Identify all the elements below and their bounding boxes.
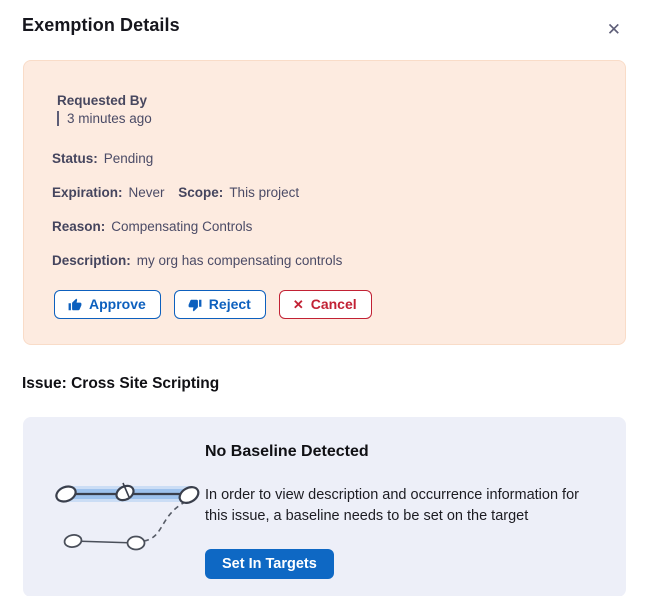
requested-by-label: Requested By [57, 93, 148, 108]
exemption-fields: Status: Pending Expiration: Never Scope: Th… [52, 150, 597, 269]
description-label: Description: [52, 253, 131, 268]
exemption-actions: Approve Reject ✕ Cancel [54, 290, 597, 319]
reason-value: Compensating Controls [111, 219, 253, 234]
description-row: Description: my org has compensating cont… [52, 252, 597, 269]
status-label: Status: [52, 151, 98, 166]
approve-button[interactable]: Approve [54, 290, 161, 319]
expiration-value: Never [128, 185, 165, 200]
requested-by-block: Requested By 3 minutes ago [57, 93, 597, 126]
reject-button[interactable]: Reject [173, 290, 266, 319]
status-value: Pending [103, 151, 154, 166]
requested-time: 3 minutes ago [57, 111, 152, 126]
exemption-details-panel: Requested By 3 minutes ago Status: Pendin… [23, 60, 626, 345]
set-in-targets-button[interactable]: Set In Targets [205, 549, 334, 579]
baseline-description: In order to view description and occurre… [205, 487, 579, 524]
modal-title: Exemption Details [22, 15, 180, 35]
expiration-scope-row: Expiration: Never Scope: This project [52, 184, 597, 201]
cancel-label: Cancel [310, 296, 357, 312]
reason-label: Reason: [52, 219, 106, 234]
issue-title: Issue: Cross Site Scripting [22, 375, 220, 392]
status-row: Status: Pending [52, 150, 597, 167]
baseline-heading: No Baseline Detected [205, 443, 369, 460]
thumbs-up-icon [68, 298, 82, 312]
expiration-pair: Expiration: Never [52, 185, 165, 200]
cancel-x-icon: ✕ [292, 297, 304, 312]
approve-label: Approve [89, 296, 146, 312]
description-value: my org has compensating controls [136, 253, 343, 268]
expiration-label: Expiration: [52, 185, 123, 200]
scope-label: Scope: [178, 185, 224, 200]
thumbs-down-icon [188, 298, 202, 312]
no-baseline-panel: No Baseline Detected In order to view de… [23, 417, 626, 596]
modal-header: Exemption Details ✕ [0, 0, 649, 42]
baseline-content: No Baseline Detected In order to view de… [205, 417, 602, 596]
reason-row: Reason: Compensating Controls [52, 218, 597, 235]
scope-pair: Scope: This project [178, 185, 299, 200]
reject-label: Reject [208, 296, 251, 312]
close-icon[interactable]: ✕ [601, 17, 627, 42]
scope-value: This project [229, 185, 300, 200]
cancel-button[interactable]: ✕ Cancel [278, 290, 372, 319]
baseline-graph-illustration [43, 467, 205, 596]
